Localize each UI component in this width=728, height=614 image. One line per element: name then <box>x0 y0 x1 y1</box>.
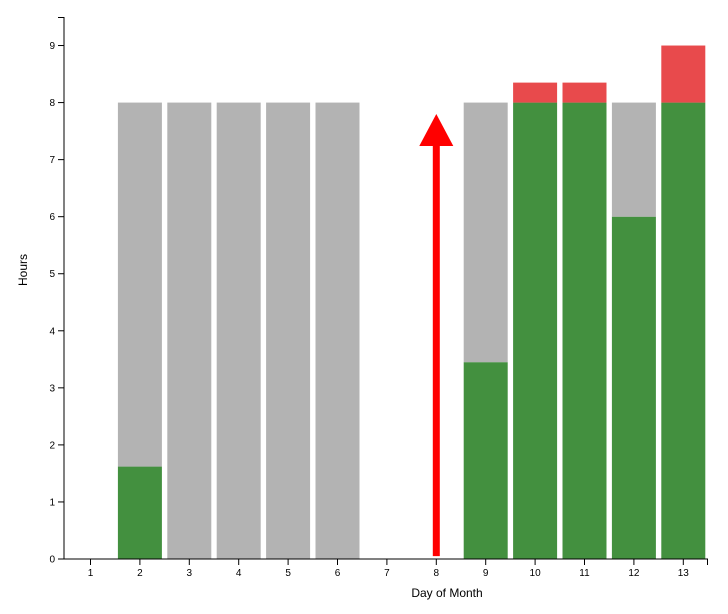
bar-remaining-day-4 <box>216 102 261 559</box>
bar-logged-day-9 <box>463 362 508 559</box>
bar-logged-day-12 <box>611 216 656 559</box>
x-tick-label-2: 2 <box>137 568 143 579</box>
bar-logged-day-11 <box>562 102 607 559</box>
bar-remaining-day-3 <box>167 102 212 559</box>
x-tick-label-1: 1 <box>88 568 94 579</box>
bars-group <box>117 45 706 559</box>
y-tick-label-6: 6 <box>49 212 55 223</box>
bar-logged-day-10 <box>513 102 558 559</box>
y-tick-label-3: 3 <box>49 383 55 394</box>
x-tick-label-8: 8 <box>434 568 440 579</box>
y-tick-label-9: 9 <box>49 41 55 52</box>
x-tick-label-12: 12 <box>628 568 640 579</box>
y-tick-label-1: 1 <box>49 497 55 508</box>
annotations-group <box>419 113 454 557</box>
bar-remaining-day-12 <box>611 102 656 217</box>
bar-logged-day-13 <box>661 102 706 559</box>
annotation-arrow-head <box>419 113 454 146</box>
x-tick-label-6: 6 <box>335 568 341 579</box>
bar-remaining-day-5 <box>266 102 311 559</box>
x-tick-label-11: 11 <box>579 568 590 579</box>
bar-overtime-day-11 <box>562 82 607 103</box>
bar-remaining-day-6 <box>315 102 360 559</box>
y-tick-label-5: 5 <box>49 269 55 280</box>
y-tick-label-2: 2 <box>49 440 55 451</box>
bar-logged-day-2 <box>117 466 162 559</box>
y-tick-label-7: 7 <box>49 155 55 166</box>
x-axis: 1 2 3 4 5 6 7 8 9 10 11 12 13 <box>64 558 708 579</box>
y-tick-label-4: 4 <box>49 326 55 337</box>
y-tick-label-0: 0 <box>49 555 55 566</box>
bar-overtime-day-10 <box>513 82 558 103</box>
x-tick-label-5: 5 <box>285 568 291 579</box>
x-axis-title: Day of Month <box>411 586 482 600</box>
bar-remaining-day-9 <box>463 102 508 363</box>
y-axis-title: Hours <box>16 254 30 286</box>
x-tick-label-3: 3 <box>187 568 193 579</box>
bar-overtime-day-13 <box>661 45 706 103</box>
x-tick-label-7: 7 <box>384 568 390 579</box>
x-tick-label-10: 10 <box>530 568 542 579</box>
x-tick-label-9: 9 <box>483 568 489 579</box>
x-tick-label-13: 13 <box>678 568 690 579</box>
x-tick-label-4: 4 <box>236 568 242 579</box>
y-tick-label-8: 8 <box>49 98 55 109</box>
y-axis: 0 1 2 3 4 5 6 7 8 9 <box>49 17 65 566</box>
bar-remaining-day-2 <box>117 102 162 467</box>
